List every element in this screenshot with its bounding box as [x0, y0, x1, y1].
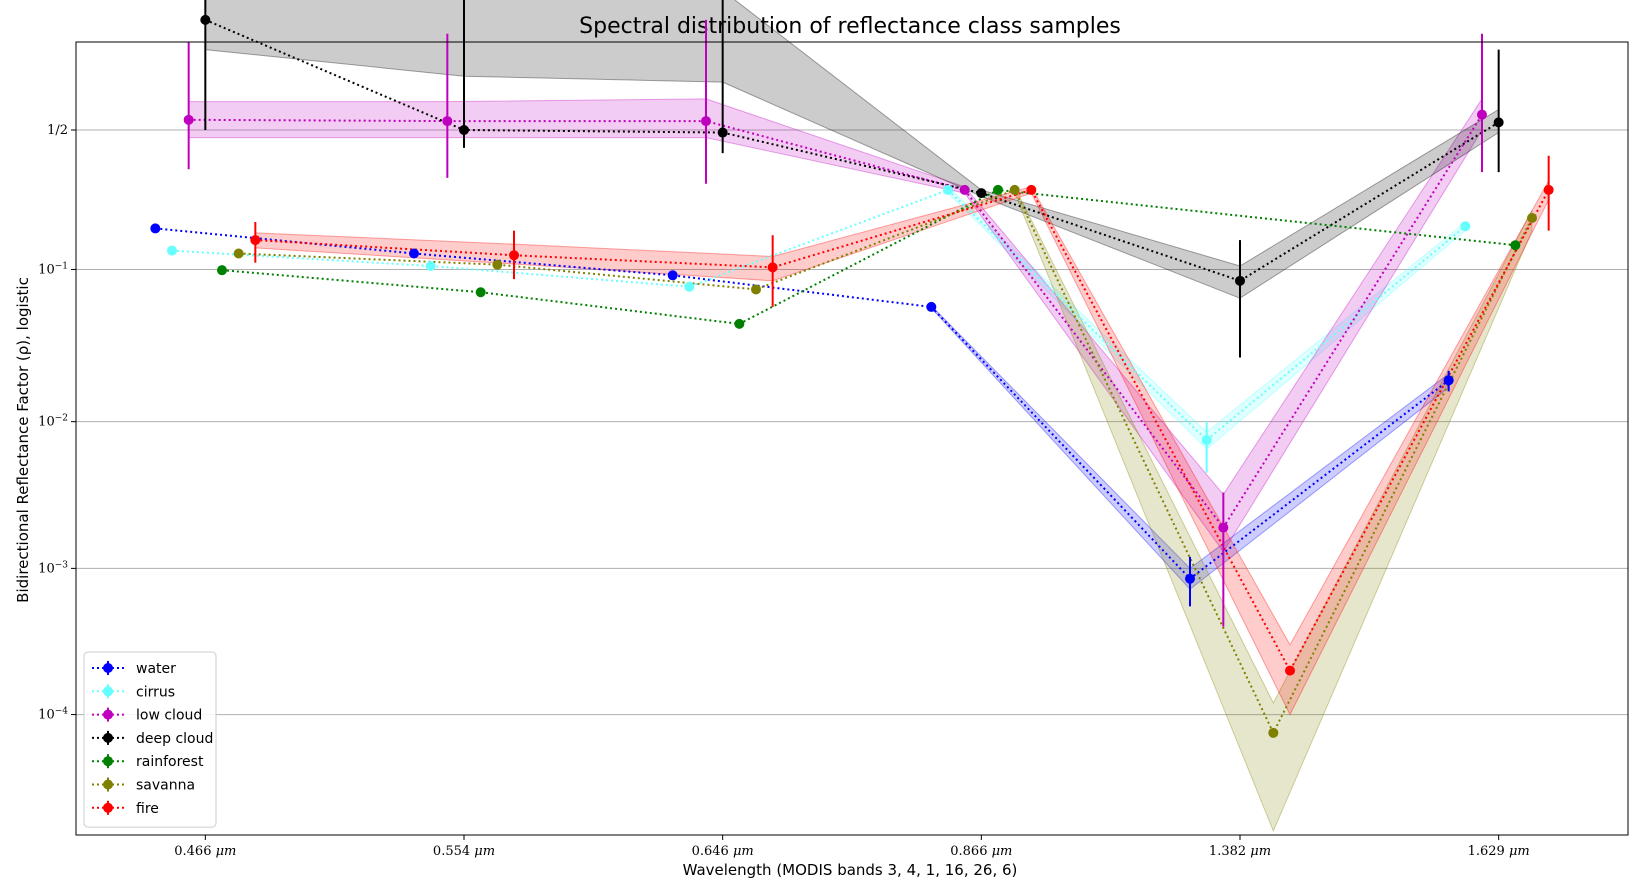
line-low cloud — [188, 114, 1483, 530]
legend-label-cirrus: cirrus — [136, 684, 175, 700]
line-savanna — [238, 188, 1533, 736]
point-water — [150, 223, 161, 234]
point-low cloud — [701, 116, 711, 127]
point-deep cloud — [976, 188, 987, 199]
legend-label-savanna: savanna — [136, 778, 195, 794]
plot-frame — [75, 41, 1629, 836]
band-low cloud — [188, 97, 1483, 553]
point-cirrus — [684, 281, 695, 292]
grid-lines — [76, 129, 1628, 716]
point-fire — [509, 250, 519, 261]
point-low cloud — [442, 116, 453, 127]
point-water — [1185, 573, 1195, 584]
point-deep cloud — [459, 124, 469, 135]
point-low cloud — [959, 184, 970, 195]
chart-title: Spectral distribution of reflectance cla… — [579, 14, 1121, 39]
legend-label-fire: fire — [136, 801, 159, 817]
point-fire — [250, 235, 261, 246]
point-deep cloud — [1235, 275, 1245, 286]
x-axis-label: Wavelength (MODIS bands 3, 4, 1, 16, 26,… — [683, 861, 1018, 879]
point-low cloud — [1218, 522, 1229, 533]
legend-box — [83, 651, 217, 828]
point-water — [667, 270, 678, 281]
x-tick-label: 0.866 μm — [950, 844, 1012, 859]
legend-label-water: water — [136, 661, 176, 677]
x-tick-label: 0.554 μm — [433, 844, 495, 859]
point-savanna — [1009, 184, 1020, 195]
point-low cloud — [183, 114, 194, 125]
legend-label-low cloud: low cloud — [136, 708, 202, 724]
legend-marker-deep cloud — [103, 732, 113, 743]
y-tick-label: 10−4 — [38, 707, 68, 723]
y-tick-label: 1/2 — [47, 123, 68, 138]
y-tick-label: 10−2 — [38, 414, 68, 430]
point-rainforest — [734, 318, 745, 329]
point-cirrus — [1201, 435, 1212, 446]
point-water — [409, 248, 419, 259]
point-deep cloud — [717, 127, 728, 138]
point-deep cloud — [200, 14, 211, 25]
confidence-bands — [188, 0, 1550, 833]
point-fire — [1026, 184, 1037, 195]
legend-marker-rainforest — [103, 756, 113, 767]
point-savanna — [1268, 727, 1279, 738]
line-cirrus — [171, 188, 1466, 442]
x-tick-label: 1.629 μm — [1468, 844, 1530, 859]
point-cirrus — [1460, 221, 1471, 232]
legend-label-rainforest: rainforest — [136, 754, 204, 770]
point-savanna — [1527, 212, 1537, 223]
point-fire — [1543, 184, 1554, 195]
legend-label-deep cloud: deep cloud — [136, 731, 213, 747]
x-tick-label: 0.466 μm — [174, 844, 236, 859]
data-points — [150, 14, 1554, 738]
y-axis-ticks: 1/2 10−1 10−2 10−3 10−4 — [38, 123, 76, 723]
point-water — [1443, 375, 1454, 386]
point-fire — [1285, 665, 1295, 676]
x-axis-ticks: 0.466 μm 0.554 μm 0.646 μm 0.866 μm 1.382 μm… — [174, 835, 1530, 859]
x-tick-label: 1.382 μm — [1209, 844, 1271, 859]
legend-marker-savanna — [103, 779, 113, 790]
point-cirrus — [167, 245, 177, 256]
legend-marker-fire — [103, 802, 113, 813]
y-tick-label: 10−1 — [38, 261, 68, 277]
point-rainforest — [475, 287, 486, 298]
legend-marker-cirrus — [103, 686, 113, 697]
point-cirrus — [943, 184, 953, 195]
point-water — [926, 301, 937, 312]
point-savanna — [233, 248, 244, 259]
line-fire — [255, 188, 1550, 673]
point-cirrus — [425, 261, 436, 272]
point-rainforest — [993, 184, 1003, 195]
point-rainforest — [217, 265, 227, 276]
legend-marker-low cloud — [103, 709, 113, 720]
point-deep cloud — [1493, 117, 1504, 128]
legend: water cirrus low cloud deep cloud rainforest… — [83, 651, 217, 828]
y-tick-label: 10−3 — [38, 560, 68, 576]
legend-marker-water — [103, 663, 113, 673]
point-savanna — [751, 284, 761, 295]
point-savanna — [492, 259, 503, 270]
point-fire — [767, 262, 778, 273]
point-rainforest — [1510, 240, 1521, 251]
line-water — [155, 227, 1450, 581]
point-low cloud — [1477, 109, 1487, 120]
x-tick-label: 0.646 μm — [692, 844, 754, 859]
y-axis-label: Bidirectional Reflectance Factor (ρ), lo… — [14, 277, 32, 603]
